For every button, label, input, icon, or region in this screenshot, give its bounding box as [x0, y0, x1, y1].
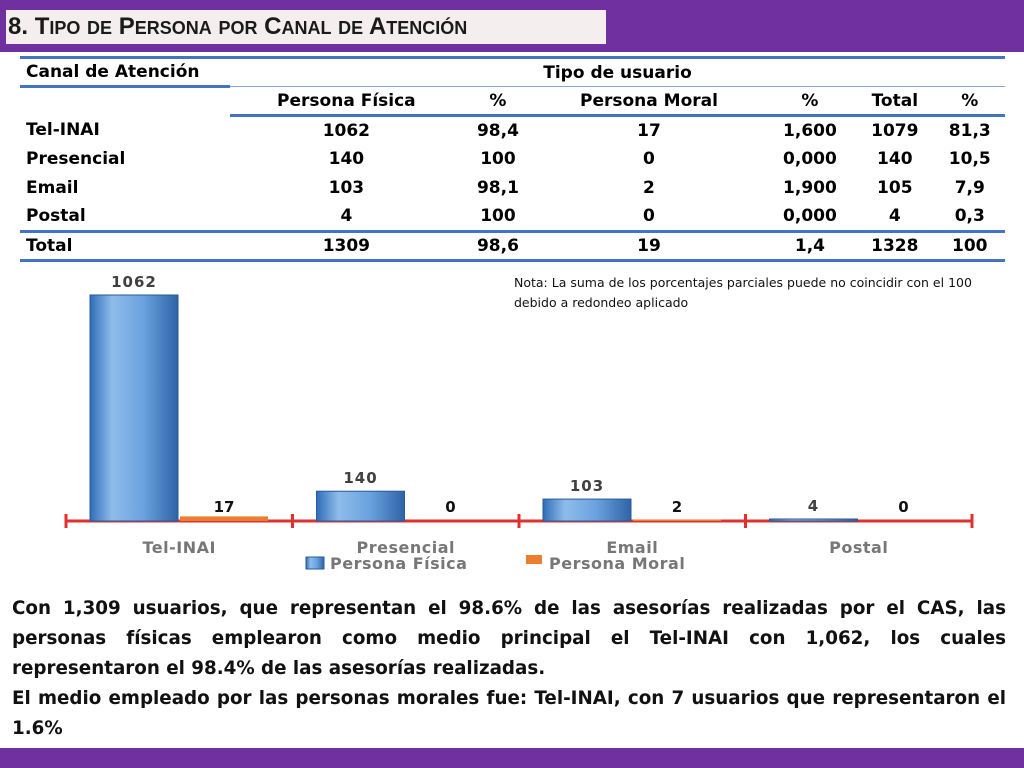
title-word: PERSONA — [118, 13, 212, 40]
bar-persona-moral — [633, 519, 721, 521]
table-cell: 81,3 — [948, 120, 991, 141]
table-cell: 0,000 — [783, 149, 837, 169]
table-cell: 2 — [643, 178, 655, 198]
table-cell: 1062 — [322, 120, 371, 141]
data-label: 2 — [672, 498, 682, 516]
table-cell: 1,600 — [783, 120, 837, 141]
table-row: Tel-INAI 1062 98,4 17 1,600 1079 81,3 — [20, 116, 1005, 145]
table-cell: 0 — [643, 149, 655, 169]
table-cell: 105 — [877, 178, 913, 198]
title-word: CANAL — [264, 13, 332, 40]
table-cell: 4 — [340, 206, 353, 227]
legend-label: Persona Física — [330, 554, 467, 573]
bar-persona-fisica — [769, 518, 858, 522]
table-cell: 7,9 — [954, 178, 985, 198]
table-cell: 0,3 — [954, 206, 985, 227]
total-cell: 98,6 — [462, 230, 534, 262]
category-label: Tel-INAI — [143, 538, 216, 557]
data-label: 103 — [570, 477, 604, 495]
total-cell: 1328 — [855, 230, 935, 262]
table-cell: 103 — [328, 178, 365, 198]
col-header: Persona Física — [230, 86, 463, 117]
total-cell: 1,4 — [764, 230, 856, 262]
col-header: % — [462, 86, 534, 117]
row-header: Canal de Atención — [20, 56, 230, 88]
title-word: TIPO — [34, 13, 81, 40]
legend-swatch-persona-fisica — [305, 556, 325, 570]
row-label: Tel-INAI — [26, 120, 100, 140]
title-word: POR — [218, 18, 258, 38]
table-cell: 98,4 — [476, 120, 519, 141]
bar-persona-fisica — [89, 294, 179, 522]
title-word: DE — [338, 18, 364, 38]
row-label: Presencial — [26, 149, 126, 169]
row-label: Postal — [26, 206, 86, 227]
table-cell: 0 — [643, 206, 655, 227]
legend-label: Persona Moral — [549, 554, 685, 573]
title-number: 8. — [8, 13, 35, 40]
table-cell: 17 — [637, 120, 661, 141]
col-header: % — [934, 86, 1005, 117]
slide-title: 8. TIPO DE PERSONA POR CANAL DE ATENCIÓN — [6, 10, 606, 44]
table-cell: 100 — [480, 149, 516, 169]
table-column-header-row: Persona Física % Persona Moral % Total % — [20, 86, 1005, 117]
total-cell: 100 — [934, 230, 1005, 262]
table-cell: 1079 — [871, 120, 919, 141]
summary-paragraph: El medio empleado por las personas moral… — [12, 688, 1006, 739]
bar-persona-fisica — [316, 490, 405, 522]
table-cell: 98,1 — [476, 178, 519, 198]
row-label: Email — [26, 178, 79, 198]
table-cell: 100 — [480, 206, 516, 227]
category-label: Postal — [829, 538, 888, 557]
table-row: Presencial 140 100 0 0,000 140 10,5 — [20, 145, 1005, 174]
table-row: Postal 4 100 0 0,000 4 0,3 — [20, 203, 1005, 232]
summary-paragraph: Con 1,309 usuarios, que representan el 9… — [12, 598, 1006, 679]
bar-chart: 1062 17 Tel-INAI 140 0 Presencial 103 2 Email 4 0 P… — [64, 273, 974, 573]
col-header: Total — [855, 86, 935, 117]
table-cell: 140 — [328, 149, 365, 169]
table-row: Email 103 98,1 2 1,900 105 7,9 — [20, 174, 1005, 203]
table-cell: 1,900 — [783, 178, 837, 198]
table-cell: 10,5 — [948, 149, 991, 169]
data-label: 17 — [214, 498, 235, 516]
data-table: Canal de Atención Tipo de usuario Person… — [20, 56, 1005, 262]
total-cell: 19 — [533, 230, 765, 262]
group-header: Tipo de usuario — [230, 56, 1005, 87]
table-cell: 140 — [877, 149, 913, 169]
empty-header-cell — [20, 87, 230, 116]
category-label: Email — [606, 538, 658, 557]
data-label: 4 — [808, 497, 819, 515]
table-group-header-row: Canal de Atención Tipo de usuario — [20, 56, 1005, 88]
data-label: 140 — [343, 469, 377, 487]
category-label: Presencial — [357, 538, 455, 557]
total-cell: 1309 — [230, 230, 463, 262]
bar-persona-fisica — [542, 498, 632, 522]
data-label: 0 — [445, 498, 455, 516]
legend-swatch-persona-moral — [526, 555, 542, 564]
total-label: Total — [20, 230, 230, 262]
summary-text: Con 1,309 usuarios, que representan el 9… — [12, 594, 1006, 744]
data-label: 0 — [898, 498, 908, 516]
data-label: 1062 — [111, 273, 157, 291]
table-total-row: Total 1309 98,6 19 1,4 1328 100 — [20, 230, 1005, 262]
table-cell: 0,000 — [783, 206, 837, 227]
col-header: % — [764, 86, 856, 117]
col-header: Persona Moral — [533, 86, 765, 117]
title-word: ATENCIÓN — [368, 13, 468, 40]
footnote: Nota: La suma de los porcentajes parcial… — [514, 275, 972, 310]
title-word: DE — [87, 18, 113, 38]
footer-bar — [0, 748, 1024, 768]
bar-persona-moral — [180, 516, 268, 521]
table-cell: 4 — [888, 206, 901, 227]
